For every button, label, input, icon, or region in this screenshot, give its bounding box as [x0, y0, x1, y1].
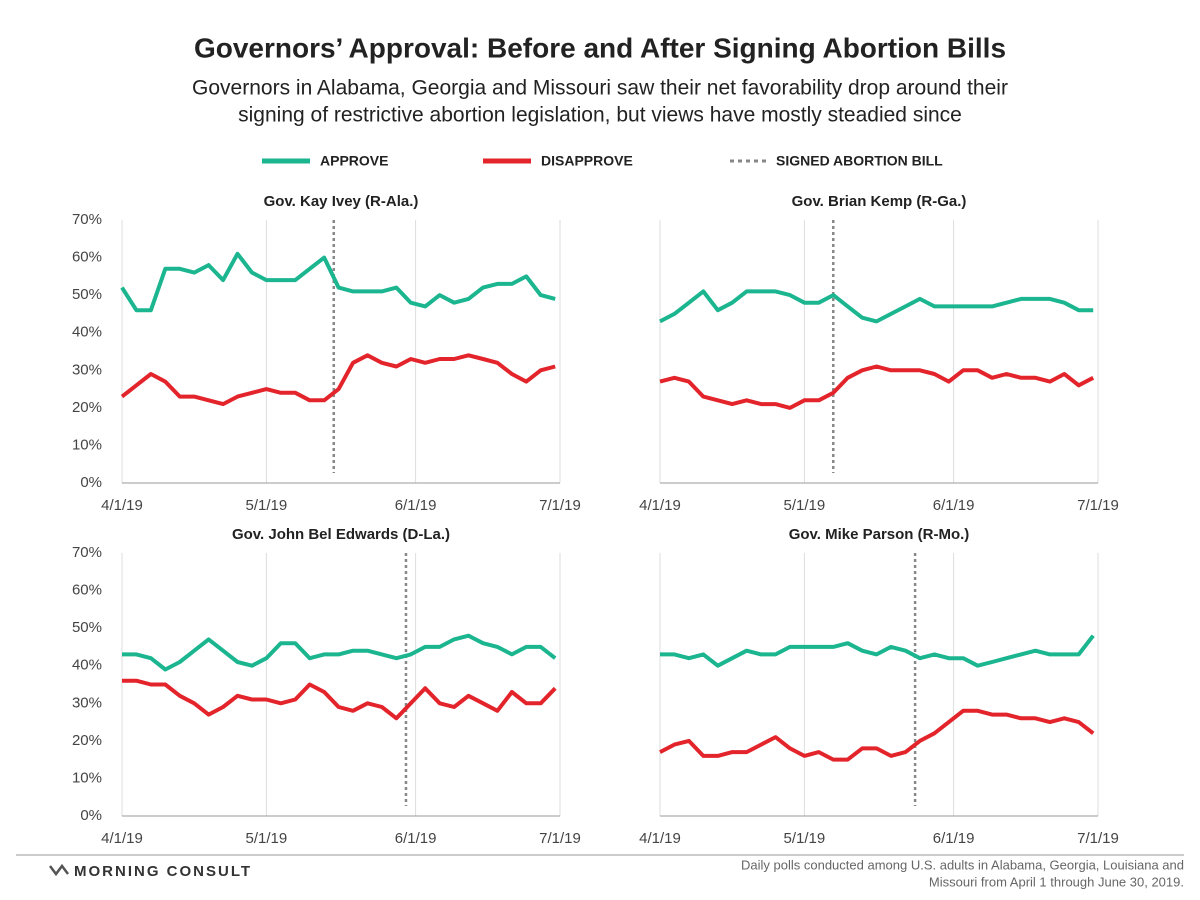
x-tick-label: 5/1/19 — [246, 497, 288, 514]
subtitle: signing of restrictive abortion legislat… — [238, 104, 962, 127]
title: Governors’ Approval: Before and After Si… — [194, 32, 1006, 63]
subtitle: Governors in Alabama, Georgia and Missou… — [192, 77, 1008, 100]
y-tick-label: 20% — [72, 732, 102, 749]
brand: MORNING CONSULT — [74, 863, 252, 880]
x-tick-label: 7/1/19 — [1077, 497, 1119, 514]
y-tick-label: 10% — [72, 436, 102, 453]
x-tick-label: 5/1/19 — [784, 497, 826, 514]
panel-title: Gov. Kay Ivey (R-Ala.) — [264, 193, 419, 210]
legend-label: APPROVE — [320, 153, 388, 169]
x-tick-label: 6/1/19 — [395, 830, 437, 847]
x-tick-label: 6/1/19 — [933, 830, 975, 847]
y-tick-label: 30% — [72, 694, 102, 711]
series-line — [122, 678, 557, 721]
series-line — [659, 708, 1095, 762]
footnote: Daily polls conducted among U.S. adults … — [741, 857, 1184, 872]
series-line — [660, 634, 1095, 668]
x-tick-label: 4/1/19 — [101, 497, 143, 514]
panel-title: Gov. Brian Kemp (R-Ga.) — [792, 193, 967, 210]
y-tick-label: 20% — [72, 399, 102, 416]
y-tick-label: 0% — [80, 474, 102, 491]
y-tick-label: 10% — [72, 769, 102, 786]
x-tick-label: 6/1/19 — [933, 497, 975, 514]
x-tick-label: 6/1/19 — [395, 497, 437, 514]
y-tick-label: 60% — [72, 582, 102, 599]
footnote: Missouri from April 1 through June 30, 2… — [929, 874, 1184, 889]
x-tick-label: 7/1/19 — [539, 497, 581, 514]
series-line — [659, 364, 1095, 410]
y-tick-label: 40% — [72, 657, 102, 674]
x-tick-label: 7/1/19 — [1077, 830, 1119, 847]
x-tick-label: 4/1/19 — [639, 830, 681, 847]
x-tick-label: 5/1/19 — [784, 830, 826, 847]
y-tick-label: 70% — [72, 544, 102, 561]
y-tick-label: 50% — [72, 619, 102, 636]
x-tick-label: 4/1/19 — [101, 830, 143, 847]
series-line — [122, 633, 557, 672]
x-tick-label: 7/1/19 — [539, 830, 581, 847]
panel-title: Gov. John Bel Edwards (D-La.) — [232, 526, 450, 543]
y-tick-label: 50% — [72, 286, 102, 303]
y-tick-label: 0% — [80, 807, 102, 824]
series-line — [659, 289, 1094, 324]
x-tick-label: 5/1/19 — [246, 830, 288, 847]
y-tick-label: 40% — [72, 324, 102, 341]
y-tick-label: 70% — [72, 211, 102, 228]
y-tick-label: 30% — [72, 361, 102, 378]
series-line — [120, 251, 556, 313]
panel-title: Gov. Mike Parson (R-Mo.) — [789, 526, 970, 543]
brand-logo — [49, 863, 69, 877]
y-tick-label: 60% — [72, 249, 102, 266]
legend-label: SIGNED ABORTION BILL — [776, 153, 943, 169]
series-line — [120, 353, 556, 407]
x-tick-label: 4/1/19 — [639, 497, 681, 514]
legend-label: DISAPPROVE — [541, 153, 633, 169]
